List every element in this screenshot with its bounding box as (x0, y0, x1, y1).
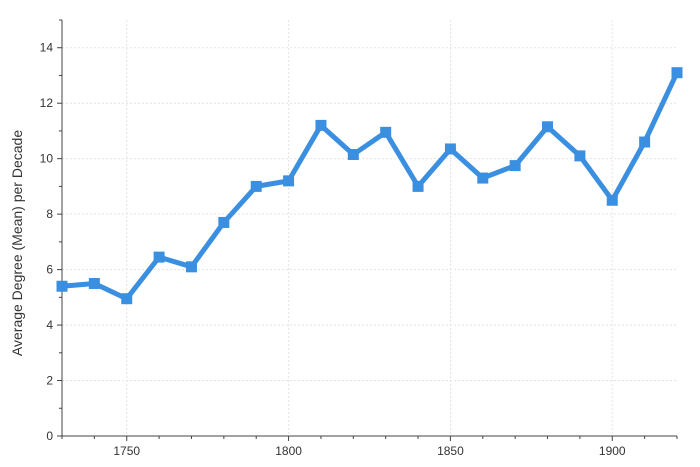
data-point-marker (121, 293, 133, 305)
data-point-marker (315, 119, 327, 131)
data-point-marker (542, 121, 554, 133)
y-tick-label: 8 (46, 207, 53, 221)
y-tick-label: 4 (46, 318, 53, 332)
data-point-marker (509, 160, 521, 172)
data-point-marker (185, 261, 197, 273)
data-point-marker (477, 172, 489, 184)
grid (62, 20, 677, 436)
x-tick-label: 1900 (599, 444, 626, 458)
axes: 0 2 4 6 8 10 12 14 1750 1800 1850 1900 (40, 19, 678, 458)
y-tick-label: 10 (40, 152, 54, 166)
data-point-marker (283, 175, 295, 187)
x-tick-label: 1800 (275, 444, 302, 458)
data-series (56, 67, 683, 305)
data-point-marker (671, 67, 683, 79)
data-point-marker (56, 280, 68, 292)
data-point-marker (347, 149, 359, 161)
data-point-marker (88, 277, 100, 289)
data-point-marker (639, 136, 651, 148)
x-tick-label: 1850 (437, 444, 464, 458)
y-axis-title: Average Degree (Mean) per Decade (9, 130, 25, 356)
y-tick-label: 14 (40, 41, 54, 55)
data-point-marker (380, 126, 392, 138)
series-line (59, 70, 680, 302)
data-point-marker (218, 216, 230, 228)
y-tick-label: 12 (40, 96, 54, 110)
x-tick-label: 1750 (113, 444, 140, 458)
data-point-marker (574, 150, 586, 162)
data-point-marker (444, 143, 456, 155)
y-tick-label: 6 (46, 263, 53, 277)
y-tick-label: 2 (46, 374, 53, 388)
data-point-marker (250, 180, 262, 192)
data-point-marker (412, 180, 424, 192)
y-tick-label: 0 (46, 429, 53, 443)
data-point-marker (606, 194, 618, 206)
data-point-marker (153, 251, 165, 263)
